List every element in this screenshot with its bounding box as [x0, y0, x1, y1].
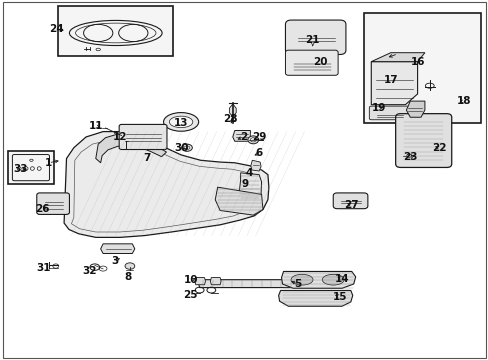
Text: 26: 26	[35, 204, 49, 214]
Text: 16: 16	[409, 57, 424, 67]
Polygon shape	[64, 132, 268, 237]
Text: 12: 12	[113, 132, 127, 142]
Text: 4: 4	[245, 168, 253, 178]
Ellipse shape	[290, 274, 312, 285]
Text: 24: 24	[49, 24, 64, 35]
Text: 14: 14	[334, 274, 348, 284]
FancyBboxPatch shape	[119, 125, 166, 149]
Text: 7: 7	[143, 153, 150, 163]
Text: 20: 20	[312, 57, 326, 67]
Polygon shape	[370, 53, 424, 62]
Polygon shape	[250, 160, 261, 171]
Ellipse shape	[169, 116, 192, 128]
Text: 33: 33	[13, 164, 27, 174]
Text: 25: 25	[183, 290, 198, 300]
Text: 30: 30	[174, 143, 188, 153]
FancyBboxPatch shape	[285, 20, 345, 54]
FancyBboxPatch shape	[368, 106, 409, 120]
Polygon shape	[229, 104, 236, 117]
Text: 6: 6	[255, 148, 262, 158]
Polygon shape	[281, 271, 355, 288]
Polygon shape	[238, 173, 261, 202]
Text: 2: 2	[240, 132, 246, 142]
Text: 11: 11	[88, 121, 103, 131]
Text: 1: 1	[45, 158, 52, 168]
Text: 32: 32	[82, 266, 97, 276]
Text: 13: 13	[174, 118, 188, 128]
Polygon shape	[232, 131, 250, 141]
Text: 31: 31	[36, 263, 51, 273]
Polygon shape	[406, 101, 424, 117]
Text: 21: 21	[305, 35, 319, 45]
Polygon shape	[198, 280, 304, 288]
Polygon shape	[278, 291, 352, 306]
Polygon shape	[194, 278, 205, 285]
Text: 3: 3	[111, 256, 119, 266]
Ellipse shape	[247, 136, 258, 144]
Text: 29: 29	[251, 132, 266, 142]
Text: 15: 15	[332, 292, 346, 302]
Text: 27: 27	[344, 200, 358, 210]
Polygon shape	[101, 244, 135, 253]
FancyBboxPatch shape	[37, 193, 69, 215]
Text: 5: 5	[294, 279, 301, 289]
FancyBboxPatch shape	[332, 193, 367, 209]
Bar	[8, 151, 54, 184]
FancyBboxPatch shape	[395, 114, 451, 167]
Text: 8: 8	[124, 272, 132, 282]
Ellipse shape	[163, 113, 198, 131]
Ellipse shape	[181, 144, 192, 151]
Text: 22: 22	[431, 143, 446, 153]
Bar	[58, 6, 172, 56]
Text: 10: 10	[183, 275, 198, 285]
Ellipse shape	[125, 263, 135, 269]
Text: 28: 28	[223, 114, 238, 124]
Bar	[363, 13, 480, 123]
Text: 17: 17	[383, 75, 397, 85]
FancyBboxPatch shape	[285, 50, 337, 75]
Text: 18: 18	[456, 96, 470, 106]
Polygon shape	[96, 134, 166, 163]
Text: 19: 19	[371, 103, 385, 113]
Polygon shape	[370, 62, 417, 105]
Text: 23: 23	[402, 152, 417, 162]
Text: 9: 9	[242, 179, 248, 189]
Polygon shape	[215, 187, 263, 215]
Polygon shape	[210, 278, 221, 285]
Ellipse shape	[322, 274, 344, 285]
